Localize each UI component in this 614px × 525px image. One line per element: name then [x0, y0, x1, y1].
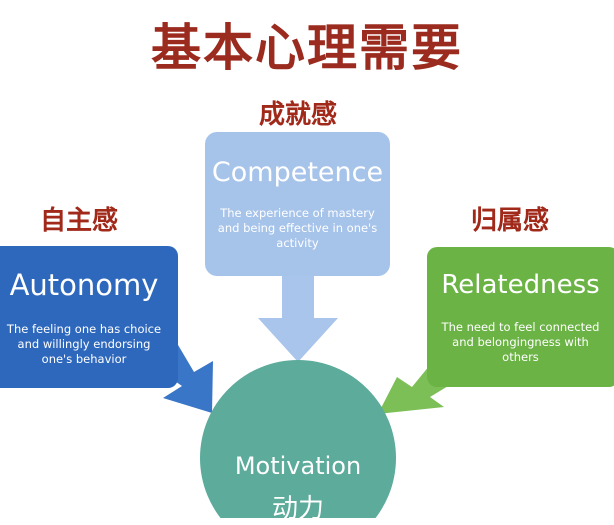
- motivation-title: Motivation: [234, 452, 362, 480]
- competence-cn-label: 成就感: [259, 100, 338, 130]
- relatedness-box: [427, 247, 614, 387]
- autonomy-desc-line: The feeling one has choice: [6, 322, 162, 336]
- autonomy-desc: The feeling one has choice and willingly…: [0, 322, 168, 367]
- competence-box: [205, 132, 390, 276]
- competence-desc-line: and being effective in one's: [217, 221, 378, 235]
- relatedness-desc-line: others: [502, 350, 539, 364]
- relatedness-desc-line: and belongingness with: [452, 335, 589, 349]
- competence-desc-line: activity: [276, 236, 319, 250]
- autonomy-title: Autonomy: [9, 268, 159, 302]
- relatedness-desc: The need to feel connected and belonging…: [427, 320, 614, 365]
- competence-desc-line: The experience of mastery: [220, 206, 375, 220]
- motivation-cn: 动力: [271, 494, 324, 524]
- autonomy-cn-label: 自主感: [40, 206, 119, 236]
- autonomy-desc-line: one's behavior: [41, 352, 127, 366]
- motivation-circle: [200, 360, 396, 518]
- competence-title: Competence: [211, 157, 384, 188]
- relatedness-title: Relatedness: [441, 270, 600, 300]
- competence-desc: The experience of mastery and being effe…: [205, 206, 390, 251]
- relatedness-desc-line: The need to feel connected: [441, 320, 600, 334]
- autonomy-box: [0, 246, 178, 388]
- relatedness-cn-label: 归属感: [471, 206, 550, 236]
- competence-arrow: [258, 250, 338, 362]
- diagram-title: 基本心理需要: [151, 19, 463, 77]
- autonomy-desc-line: and willingly endorsing: [17, 337, 151, 351]
